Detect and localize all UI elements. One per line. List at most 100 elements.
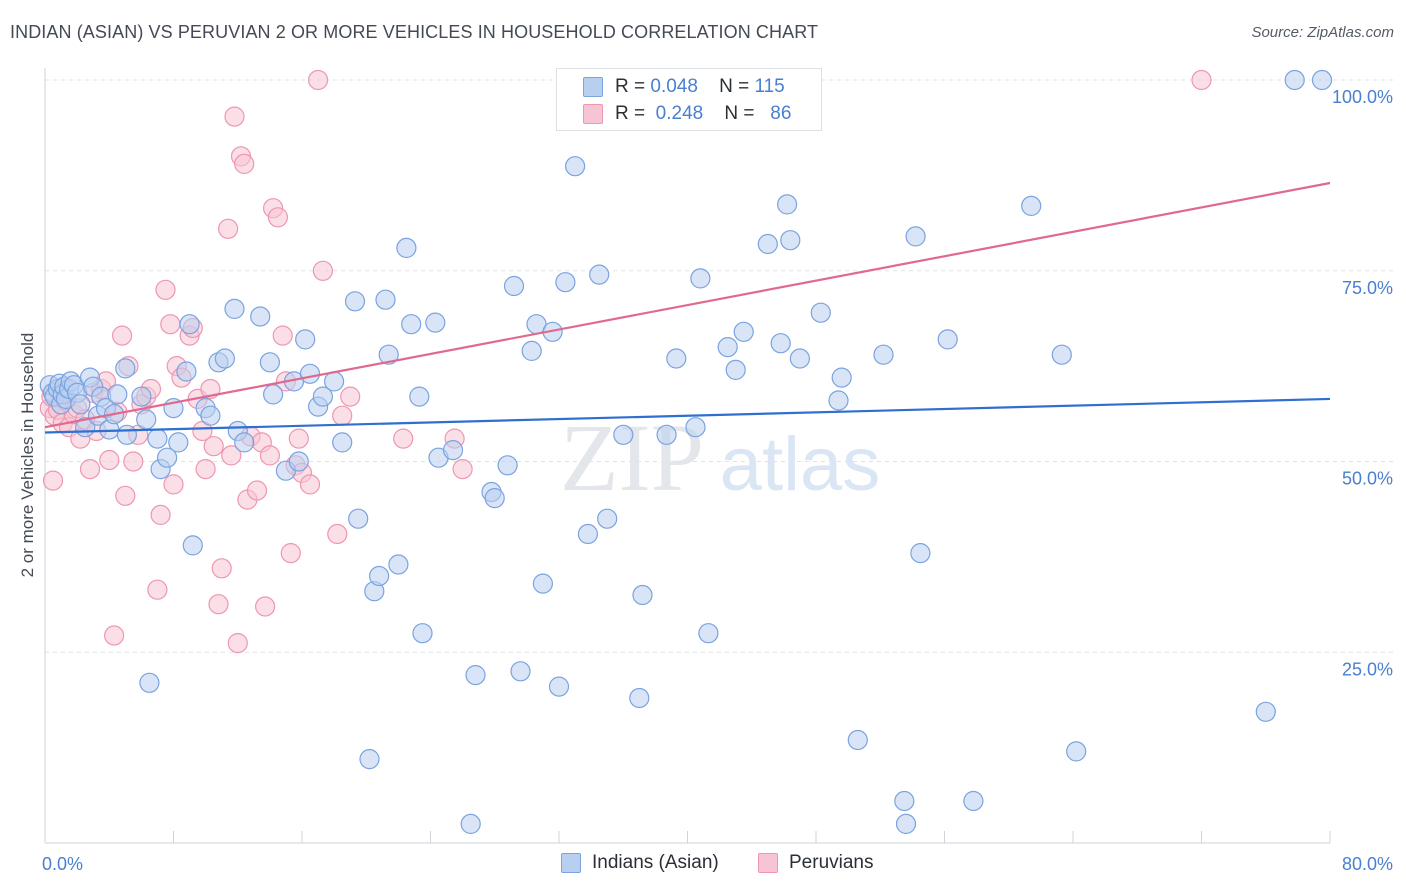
indians-point-108 bbox=[894, 790, 915, 812]
indians-point-104 bbox=[828, 390, 849, 411]
watermark-zip: ZIP bbox=[560, 404, 704, 511]
indians-point-43 bbox=[250, 306, 271, 327]
indians-point-25 bbox=[131, 386, 152, 407]
peruvians-point-29 bbox=[147, 579, 168, 600]
indians-point-28 bbox=[147, 428, 168, 449]
peruvians-point-55 bbox=[255, 596, 276, 617]
peruvians-point-70 bbox=[340, 386, 361, 407]
indians-point-39 bbox=[214, 348, 235, 369]
indians-point-45 bbox=[263, 384, 284, 405]
peruvians-point-71 bbox=[393, 428, 414, 449]
axes bbox=[44, 68, 1331, 844]
indians-point-119 bbox=[1311, 69, 1333, 91]
indians-point-96 bbox=[725, 359, 746, 380]
indians-point-55 bbox=[344, 291, 366, 312]
indians-point-82 bbox=[555, 272, 576, 293]
indians-point-84 bbox=[577, 523, 599, 545]
indians-point-79 bbox=[532, 573, 554, 594]
peruvians-point-53 bbox=[246, 480, 268, 501]
indians-point-69 bbox=[442, 440, 464, 461]
indians-point-53 bbox=[324, 371, 345, 392]
indians-point-73 bbox=[484, 488, 505, 509]
peruvians-point-21 bbox=[111, 325, 133, 346]
indians-point-112 bbox=[937, 329, 958, 350]
watermark-atlas: atlas bbox=[720, 422, 881, 507]
peruvians-point-65 bbox=[299, 474, 321, 495]
indians-point-34 bbox=[179, 314, 200, 335]
indians-point-48 bbox=[288, 451, 309, 472]
peruvians-point-22 bbox=[115, 485, 136, 506]
indians-point-118 bbox=[1284, 69, 1305, 91]
indians-point-70 bbox=[460, 813, 481, 835]
y-tick-label-100: 100.0% bbox=[1332, 87, 1393, 107]
indians-point-35 bbox=[182, 535, 203, 556]
indians-point-95 bbox=[717, 337, 738, 358]
indians-point-44 bbox=[259, 352, 280, 373]
y-tick-label-25: 25.0% bbox=[1342, 659, 1393, 679]
indians-point-115 bbox=[1051, 344, 1072, 365]
peruvians-point-45 bbox=[218, 218, 239, 239]
indians-point-32 bbox=[168, 432, 189, 453]
indians-point-106 bbox=[847, 729, 868, 751]
peruvians-point-61 bbox=[280, 542, 301, 564]
indians-point-74 bbox=[497, 455, 518, 476]
indians-point-30 bbox=[157, 447, 178, 468]
indians-point-109 bbox=[895, 813, 917, 835]
peruvians-point-24 bbox=[123, 451, 144, 472]
peruvians-trend-line bbox=[44, 181, 1331, 429]
indians-trend-line bbox=[44, 397, 1331, 434]
indians-point-54 bbox=[332, 432, 353, 453]
peruvians-point-63 bbox=[288, 428, 309, 449]
indians-point-88 bbox=[629, 687, 650, 709]
indians-point-56 bbox=[348, 508, 369, 529]
y-tick-label-50: 50.0% bbox=[1342, 469, 1393, 489]
peruvians-point-58 bbox=[267, 207, 288, 228]
watermark: ZIP atlas bbox=[560, 404, 880, 511]
legend-r-label: R = bbox=[615, 76, 646, 97]
indians-point-71 bbox=[465, 664, 486, 686]
indians-point-103 bbox=[810, 302, 831, 323]
peruvians-point-30 bbox=[150, 504, 171, 526]
legend-r-label: R = bbox=[615, 103, 646, 124]
peruvians-point-13 bbox=[79, 459, 101, 480]
legend-r-value: 0.048 bbox=[650, 76, 698, 97]
peruvians-point-43 bbox=[208, 594, 229, 615]
indians-point-117 bbox=[1255, 701, 1276, 722]
indians-point-86 bbox=[597, 508, 618, 529]
indians-point-94 bbox=[698, 623, 719, 644]
indians-point-98 bbox=[757, 233, 778, 255]
indians-point-49 bbox=[295, 329, 316, 350]
peruvians-point-68 bbox=[327, 523, 348, 545]
peruvians-point-2 bbox=[42, 470, 64, 491]
indians-point-67 bbox=[425, 312, 446, 333]
chart-title: INDIAN (ASIAN) VS PERUVIAN 2 OR MORE VEH… bbox=[10, 22, 819, 42]
indians-point-13 bbox=[70, 394, 91, 415]
legend-n-label: N = bbox=[719, 76, 750, 97]
indians-point-23 bbox=[115, 358, 136, 379]
peruvians-point-47 bbox=[224, 106, 245, 127]
indians-point-63 bbox=[396, 237, 417, 258]
peruvians-point-66 bbox=[308, 69, 329, 91]
indians-point-102 bbox=[789, 348, 811, 369]
source-credit: Source: ZipAtlas.com bbox=[1251, 24, 1394, 41]
trend-lines bbox=[44, 181, 1331, 434]
peruvians-point-46 bbox=[221, 445, 242, 466]
indians-point-105 bbox=[831, 367, 852, 388]
indians-point-22 bbox=[107, 384, 128, 405]
indians-point-33 bbox=[176, 361, 197, 382]
indians-point-87 bbox=[613, 424, 634, 445]
indians-point-59 bbox=[369, 565, 390, 587]
indians-point-75 bbox=[503, 275, 525, 297]
peruvians-point-74 bbox=[1191, 69, 1212, 91]
indians-point-65 bbox=[409, 386, 430, 407]
indians-point-89 bbox=[632, 584, 653, 606]
tick-labels: 100.0% 75.0% 50.0% 25.0% 0.0% 80.0% bbox=[42, 87, 1393, 874]
x-tick-label-min: 0.0% bbox=[42, 854, 83, 874]
indians-point-101 bbox=[780, 230, 801, 251]
legend-r-value: 0.248 bbox=[655, 103, 704, 124]
indians-point-64 bbox=[401, 314, 422, 335]
peruvians-point-56 bbox=[259, 445, 280, 466]
peruvians-point-19 bbox=[103, 625, 125, 646]
indians-point-100 bbox=[776, 194, 798, 215]
